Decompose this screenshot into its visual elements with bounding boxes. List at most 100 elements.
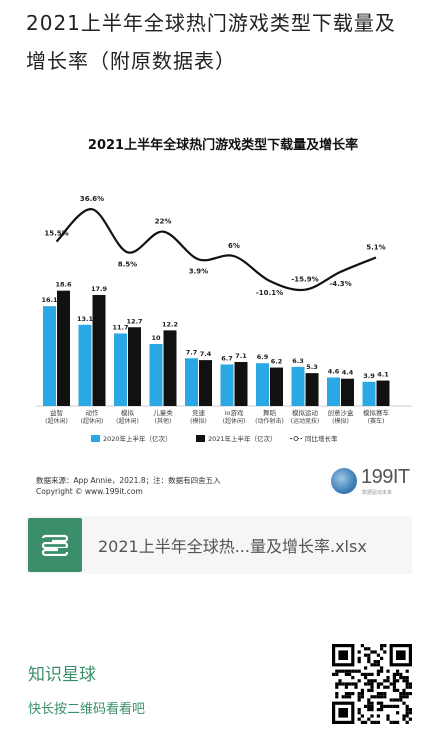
qr-module xyxy=(354,669,358,673)
qr-module xyxy=(373,720,377,724)
legend-label-growth: 同比增长率 xyxy=(305,434,338,443)
bar-label-2020: 13.1 xyxy=(77,315,94,323)
qr-module xyxy=(386,685,390,689)
qr-module xyxy=(376,685,380,689)
qr-module xyxy=(338,708,348,718)
qr-module xyxy=(360,720,364,724)
bar-label-2021: 6.2 xyxy=(271,358,283,366)
file-attachment[interactable]: 2021上半年全球热...量及增长率.xlsx xyxy=(26,516,412,574)
spreadsheet-file-icon xyxy=(28,518,82,572)
qr-module xyxy=(370,708,374,712)
qr-module xyxy=(364,666,368,670)
bar-2021 xyxy=(234,361,248,406)
qr-module xyxy=(399,672,403,676)
qr-module xyxy=(367,708,371,712)
qr-module xyxy=(405,682,409,686)
qr-module xyxy=(364,672,368,676)
qr-module xyxy=(370,679,374,683)
brand-logo: 199IT 数据驱动未来 xyxy=(331,466,411,500)
category-label: 动作 xyxy=(86,408,100,417)
growth-rate-label: -15.9% xyxy=(291,276,318,284)
qr-module xyxy=(376,720,380,724)
legend-label-2021: 2021年上半年（亿次） xyxy=(208,434,277,443)
chart-svg: 16.118.6益智(超休闲)13.117.9动作(超休闲)11.712.7模拟… xyxy=(36,195,412,443)
qr-module xyxy=(396,698,400,702)
chart-image[interactable]: 2021上半年全球热门游戏类型下载量及增长率 16.1 18.6 益智 (超休闲) 13… xyxy=(26,118,420,506)
qr-module xyxy=(383,695,387,699)
qr-module xyxy=(370,672,374,676)
legend-swatch-2021 xyxy=(196,435,205,442)
qr-module xyxy=(373,660,377,664)
category-label: 竞速 xyxy=(192,408,206,417)
category-label: 模拟赛车 xyxy=(363,408,390,417)
qr-module xyxy=(370,688,374,692)
qr-module xyxy=(380,682,384,686)
chart-copyright: Copyright © www.199it.com xyxy=(36,487,143,496)
qr-module xyxy=(344,672,348,676)
qr-module xyxy=(392,679,396,683)
qr-module xyxy=(351,669,355,673)
qr-module xyxy=(408,711,412,715)
category-label: 模拟 xyxy=(121,408,135,417)
qr-module xyxy=(357,650,361,654)
qr-module xyxy=(367,679,371,683)
qr-module xyxy=(408,692,412,696)
qr-module xyxy=(396,672,400,676)
qr-module xyxy=(344,692,348,696)
bar-label-2020: 10 xyxy=(151,334,161,342)
qr-module xyxy=(405,685,409,689)
qr-module xyxy=(376,672,380,676)
qr-module xyxy=(348,672,352,676)
qr-module xyxy=(405,704,409,708)
qr-module xyxy=(392,682,396,686)
bar-2021 xyxy=(305,373,319,406)
qr-module xyxy=(335,672,339,676)
category-sublabel: (超休闲) xyxy=(81,417,104,425)
bar-2020 xyxy=(185,358,198,406)
qr-module xyxy=(386,717,390,721)
brand-name: 199IT xyxy=(361,466,410,488)
qr-module xyxy=(402,714,406,718)
qr-module xyxy=(396,650,406,660)
bar-label-2021: 12.2 xyxy=(162,320,178,328)
qr-module xyxy=(354,682,358,686)
category-label: 儿童类 xyxy=(153,408,173,417)
qr-module xyxy=(367,682,371,686)
qr-code[interactable] xyxy=(332,644,412,724)
qr-module xyxy=(399,676,403,680)
qr-module xyxy=(392,685,396,689)
qr-module xyxy=(386,714,390,718)
qr-module xyxy=(373,650,377,654)
qr-module xyxy=(373,663,377,667)
globe-icon xyxy=(331,468,357,494)
qr-module xyxy=(380,701,384,705)
qr-module xyxy=(370,704,374,708)
qr-module xyxy=(341,669,345,673)
community-hint: 快长按二维码看看吧 xyxy=(28,702,146,717)
qr-module xyxy=(367,672,371,676)
bar-2021 xyxy=(376,380,390,406)
qr-module xyxy=(360,688,364,692)
qr-module xyxy=(408,682,412,686)
bar-label-2020: 16.1 xyxy=(41,296,58,304)
bar-2020 xyxy=(114,333,127,406)
bar-label-2021: 12.7 xyxy=(126,317,142,325)
qr-module xyxy=(367,701,371,705)
bar-label-2020: 11.7 xyxy=(112,323,128,331)
qr-module xyxy=(405,708,409,712)
qr-module xyxy=(351,676,355,680)
qr-module xyxy=(405,720,409,724)
category-label: 益智 xyxy=(50,408,63,417)
category-sublabel: (其他) xyxy=(155,417,172,425)
qr-module xyxy=(338,682,342,686)
growth-rate-label: 36.6% xyxy=(80,195,104,203)
bar-2020 xyxy=(149,344,163,406)
qr-module xyxy=(360,692,364,696)
qr-module xyxy=(383,650,387,654)
qr-module xyxy=(348,682,352,686)
category-sublabel: (超休闲) xyxy=(116,417,139,425)
growth-rate-label: 15.5% xyxy=(44,230,68,238)
qr-module xyxy=(376,692,380,696)
qr-module xyxy=(332,672,336,676)
qr-module xyxy=(399,698,403,702)
